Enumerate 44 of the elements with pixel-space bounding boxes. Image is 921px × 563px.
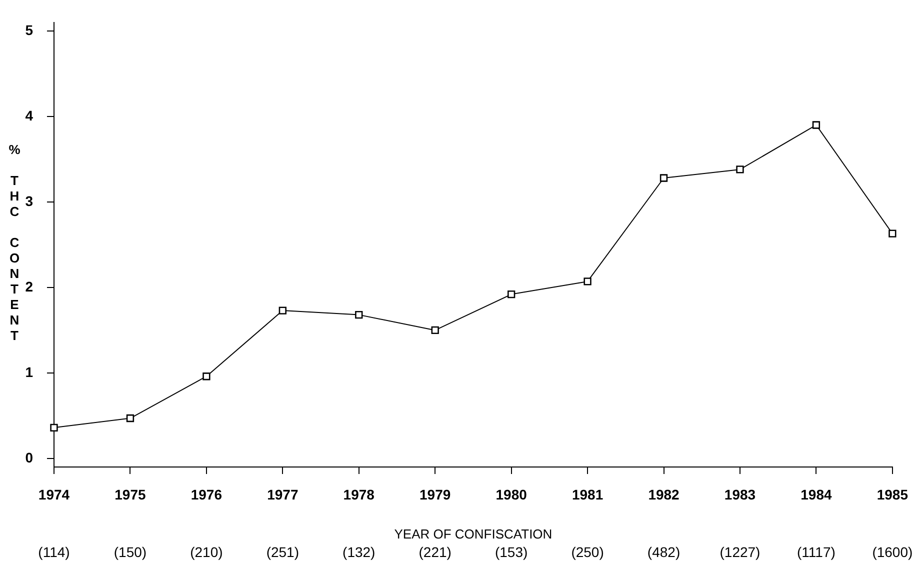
text: (482) <box>647 544 680 560</box>
point <box>202 372 210 380</box>
point <box>50 424 58 432</box>
text: (1227) <box>720 544 760 560</box>
text: (132) <box>342 544 376 560</box>
x-tick-label: 1984 <box>800 486 832 502</box>
text: (251) <box>266 544 300 560</box>
point <box>584 278 592 286</box>
x-tick-label: 1980 <box>496 486 528 502</box>
y-tick-label: 3 <box>25 192 34 209</box>
y-tick-label: 2 <box>25 278 34 294</box>
y-tick-label: 0 <box>25 449 34 466</box>
x-tick-label: 1983 <box>724 486 756 502</box>
x-tick-label: 1981 <box>572 486 604 502</box>
x-tick-label: 1979 <box>420 486 451 502</box>
x-tick-label: 1985 <box>876 486 908 502</box>
x-tick-label: 1976 <box>190 486 222 502</box>
text: (114) <box>38 544 70 560</box>
text: (1117) <box>797 544 836 560</box>
point <box>431 326 439 334</box>
point <box>888 230 896 238</box>
y-tick-label: 1 <box>25 364 34 380</box>
y-tick-label: 4 <box>25 107 34 124</box>
x-tick-label: 1975 <box>114 486 146 502</box>
x-tick-label: 1978 <box>343 486 375 502</box>
x-tick-label: 1977 <box>267 486 298 502</box>
point <box>126 414 134 422</box>
text: (1600) <box>872 544 913 560</box>
point <box>355 310 363 319</box>
text: (153) <box>494 544 528 560</box>
point <box>507 290 516 298</box>
x-tick-label: 1974 <box>38 486 70 502</box>
text: (221) <box>418 544 452 560</box>
point <box>812 121 820 129</box>
text: (250) <box>571 544 604 560</box>
y-tick-label: 5 <box>25 22 34 38</box>
text: (150) <box>114 544 147 560</box>
point <box>736 166 744 174</box>
point <box>660 174 668 182</box>
y-axis-title: % THC CONTENT <box>7 142 22 344</box>
text: (210) <box>190 544 223 560</box>
point <box>278 306 286 314</box>
x-tick-label: 1982 <box>648 486 680 502</box>
x-axis-title: YEAR OF CONFISCATION <box>394 526 552 542</box>
